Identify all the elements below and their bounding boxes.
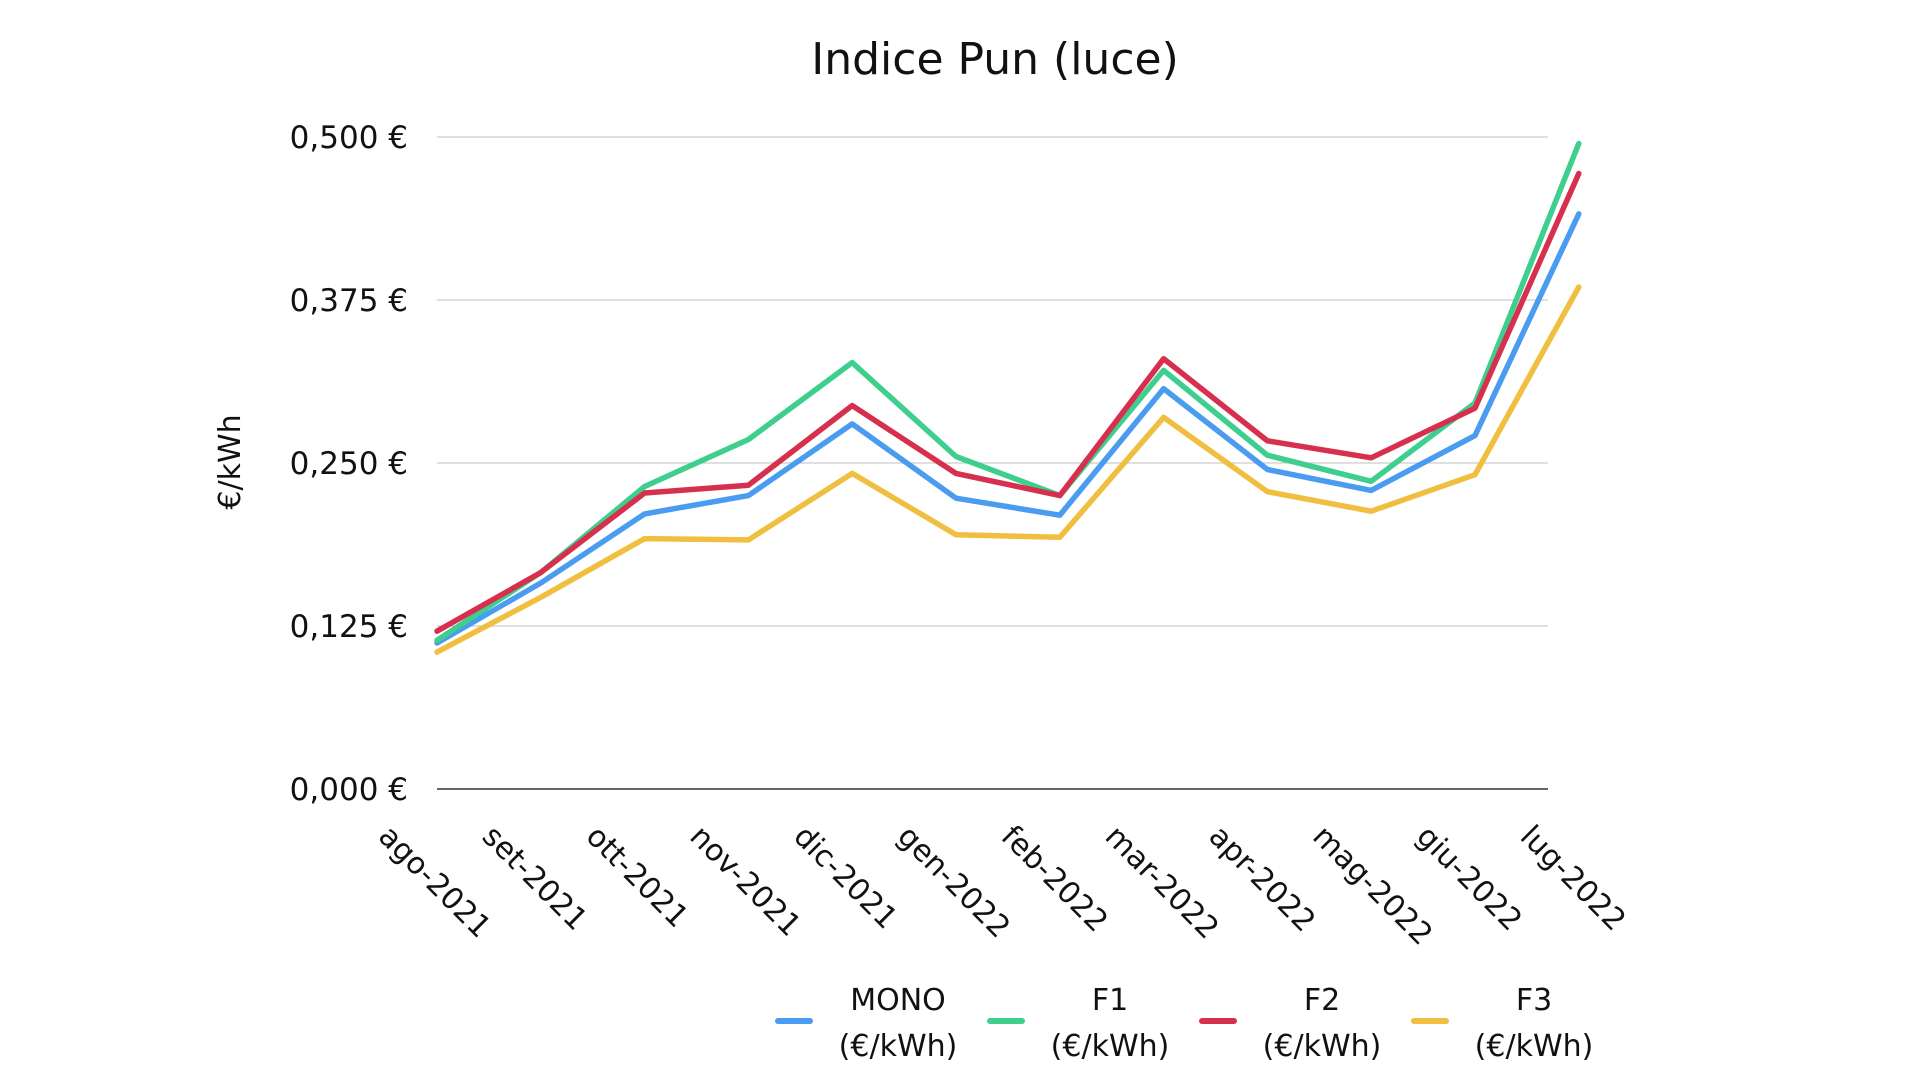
y-tick-labels: 0,000 € 0,125 € 0,250 € 0,375 € 0,500 € (290, 120, 408, 808)
series-line-f2 (434, 170, 1582, 634)
x-tick-label: gen-2022 (890, 819, 1016, 945)
legend-label-unit: (€/kWh) (839, 1029, 958, 1064)
y-tick-label: 0,500 € (290, 120, 408, 156)
legend-label-unit: (€/kWh) (1051, 1029, 1170, 1064)
x-tick-labels: ago-2021set-2021ott-2021nov-2021dic-2021… (371, 819, 1632, 953)
y-tick-label: 0,125 € (290, 609, 408, 645)
gridlines (437, 136, 1548, 790)
series-lines (434, 140, 1582, 655)
x-tick-label: ago-2021 (371, 819, 497, 945)
x-tick-label: ott-2021 (579, 819, 695, 935)
x-tick-label: lug-2022 (1513, 819, 1632, 938)
legend-label: F1 (1092, 983, 1128, 1018)
legend-label: F3 (1516, 983, 1552, 1018)
y-tick-label: 0,000 € (290, 772, 408, 808)
x-tick-label: nov-2021 (683, 819, 808, 944)
legend: MONO (€/kWh) F1 (€/kWh) F2 (€/kWh) F3 (€/kWh) (775, 983, 1594, 1064)
series-line-f3 (434, 284, 1582, 655)
series-line-mono (434, 211, 1582, 646)
y-tick-label: 0,250 € (290, 446, 408, 482)
chart-title: Indice Pun (luce) (811, 34, 1179, 85)
y-tick-label: 0,375 € (290, 283, 408, 319)
legend-label-unit: (€/kWh) (1475, 1029, 1594, 1064)
legend-label: F2 (1304, 983, 1340, 1018)
legend-label-unit: (€/kWh) (1263, 1029, 1382, 1064)
legend-label: MONO (850, 983, 946, 1018)
series-line-f1 (434, 140, 1582, 644)
y-axis-label: €/kWh (213, 414, 248, 509)
